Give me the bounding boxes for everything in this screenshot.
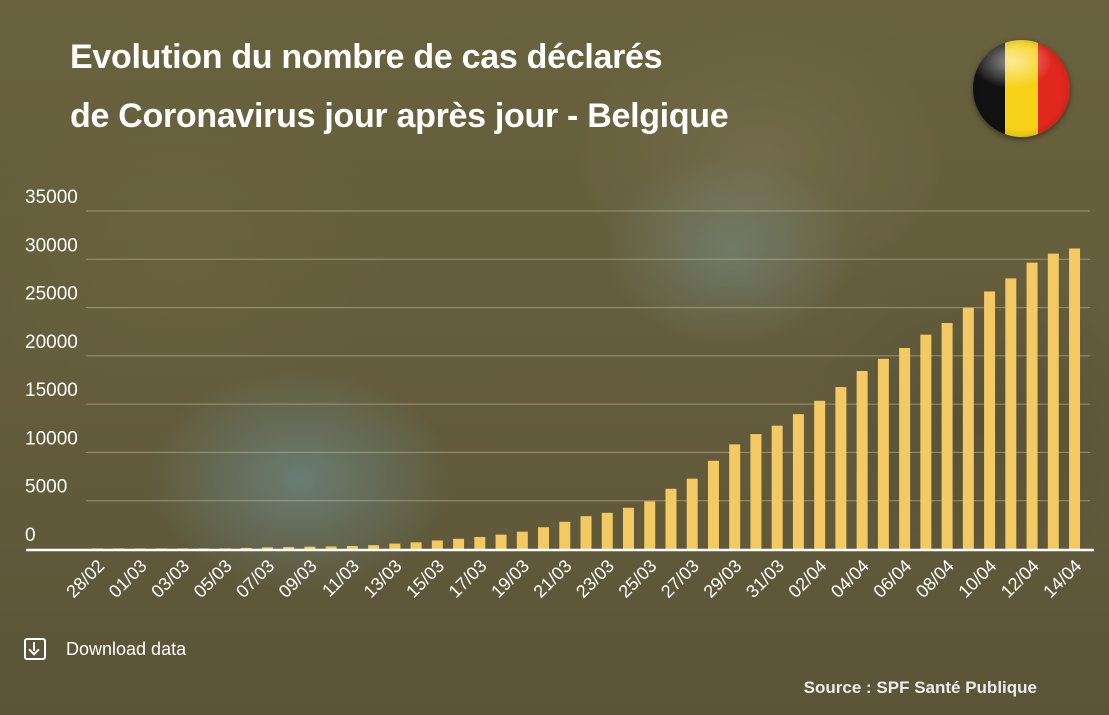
- download-icon: [24, 638, 46, 660]
- bar: [665, 488, 677, 549]
- bar: [771, 425, 783, 549]
- title-line-1: Evolution du nombre de cas déclarés: [70, 38, 663, 76]
- y-tick-label: 20000: [25, 332, 78, 353]
- bar: [368, 545, 380, 549]
- download-data-button[interactable]: Download data: [24, 638, 186, 660]
- bar: [453, 538, 465, 549]
- bar: [1026, 262, 1038, 549]
- bar: [516, 531, 528, 549]
- bar: [856, 371, 868, 549]
- x-tick-label: 15/03: [402, 556, 448, 602]
- bar: [580, 516, 592, 549]
- bar: [431, 540, 443, 549]
- x-tick-label: 14/04: [1039, 556, 1085, 602]
- bar: [346, 545, 358, 549]
- x-tick-label: 17/03: [445, 556, 491, 602]
- bar: [601, 512, 613, 549]
- source-text: Source : SPF Santé Publique: [803, 678, 1037, 697]
- x-tick-label: 23/03: [572, 556, 618, 602]
- bar: [1005, 278, 1017, 549]
- bar: [984, 291, 996, 549]
- bar: [644, 501, 656, 549]
- x-tick-label: 12/04: [997, 556, 1043, 602]
- x-tick-label: 06/04: [869, 556, 915, 602]
- bar: [814, 400, 826, 549]
- x-tick-label: 11/03: [318, 556, 363, 601]
- y-tick-label: 0: [25, 525, 36, 546]
- x-tick-label: 19/03: [487, 556, 533, 602]
- bar: [240, 547, 252, 549]
- bar: [899, 347, 911, 549]
- bar: [792, 414, 804, 549]
- bar: [962, 307, 974, 549]
- bar: [750, 434, 762, 549]
- bar: [1047, 253, 1059, 549]
- y-tick-label: 30000: [25, 235, 78, 256]
- download-data-label: Download data: [66, 638, 187, 659]
- bar: [283, 547, 295, 549]
- bar: [835, 387, 847, 549]
- bar: [623, 507, 634, 549]
- x-tick-label: 25/03: [615, 556, 661, 602]
- y-tick-label: 35000: [25, 187, 78, 208]
- x-tick-label: 10/04: [954, 556, 1000, 602]
- y-tick-label: 10000: [25, 428, 78, 449]
- x-tick-label: 08/04: [912, 556, 958, 602]
- bar: [389, 543, 401, 549]
- title-line-2: de Coronavirus jour après jour - Belgiqu…: [70, 97, 729, 135]
- bar: [261, 547, 273, 549]
- chart-title: Evolution du nombre de cas déclarés de C…: [70, 28, 890, 146]
- x-tick-label: 31/03: [742, 556, 788, 602]
- x-tick-label: 28/02: [62, 556, 108, 602]
- x-tick-label: 04/04: [827, 556, 873, 602]
- bar: [877, 358, 889, 549]
- bar: [920, 334, 932, 549]
- bar: [304, 546, 316, 549]
- bar: [729, 444, 741, 549]
- bar: [941, 322, 953, 549]
- bar: [1069, 248, 1081, 549]
- bar: [538, 527, 550, 549]
- y-tick-label: 25000: [25, 284, 78, 305]
- x-tick-label: 29/03: [700, 556, 746, 602]
- x-tick-label: 01/03: [105, 556, 151, 602]
- bar: [707, 460, 719, 549]
- x-tick-label: 07/03: [232, 556, 278, 602]
- bar: [474, 536, 486, 549]
- bar: [559, 521, 571, 549]
- x-tick-label: 02/04: [784, 556, 830, 602]
- y-tick-label: 15000: [25, 380, 78, 401]
- x-tick-label: 21/03: [530, 556, 576, 602]
- x-tick-label: 03/03: [147, 556, 193, 602]
- y-tick-label: 5000: [25, 477, 67, 498]
- x-tick-label: 05/03: [190, 556, 236, 602]
- x-tick-label: 09/03: [275, 556, 321, 602]
- bar: [325, 546, 337, 549]
- bar: [410, 542, 422, 549]
- bar: [686, 478, 698, 549]
- x-tick-label: 27/03: [657, 556, 703, 602]
- bar: [495, 534, 507, 549]
- x-tick-label: 13/03: [360, 556, 406, 602]
- belgium-flag-icon: [973, 40, 1070, 137]
